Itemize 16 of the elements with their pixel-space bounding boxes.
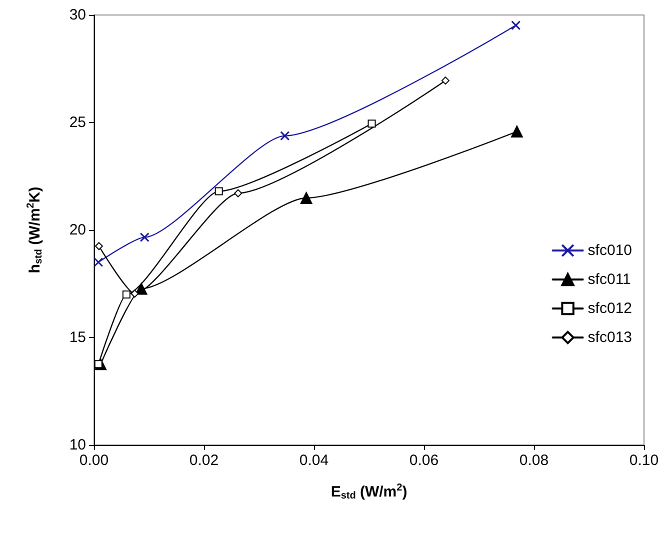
- y-tick-label: 15: [69, 329, 86, 346]
- y-tick-label: 25: [69, 114, 86, 131]
- legend-label: sfc010: [588, 242, 632, 259]
- x-tick-label: 0.10: [629, 452, 659, 469]
- x-tick-label: 0.00: [79, 452, 109, 469]
- y-tick-label: 30: [69, 6, 86, 24]
- x-tick-label: 0.04: [299, 452, 329, 469]
- x-tick-label: 0.08: [519, 452, 549, 469]
- legend-label: sfc011: [588, 271, 631, 288]
- legend-label: sfc012: [588, 300, 632, 317]
- x-tick-label: 0.06: [409, 452, 439, 469]
- y-tick-label: 10: [69, 436, 86, 454]
- x-tick-label: 0.02: [189, 452, 219, 469]
- y-axis-title: hstd (W/m2K): [26, 186, 44, 274]
- legend-label: sfc013: [588, 329, 632, 346]
- y-tick-label: 20: [69, 222, 86, 238]
